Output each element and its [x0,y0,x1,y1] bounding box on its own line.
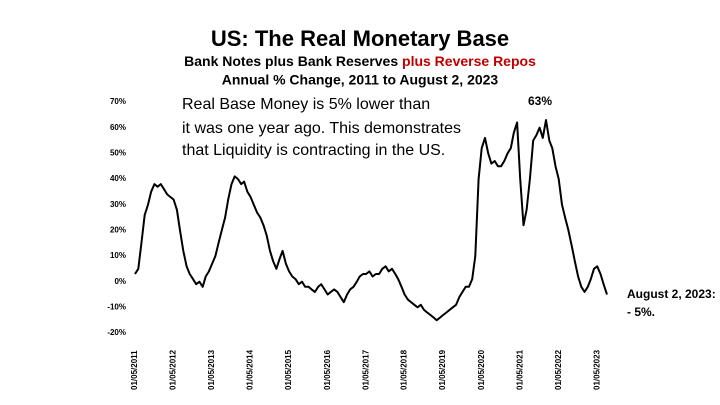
y-tick-label: 30% [110,200,126,209]
peak-label: 63% [528,94,552,108]
x-tick-label: 01/05/2023 [592,349,601,390]
y-tick-label: 60% [110,123,126,132]
x-tick-label: 01/05/2018 [400,349,409,390]
y-tick-label: -20% [107,328,126,337]
annotation: that Liquidity is contracting in the US. [182,142,445,159]
x-tick-label: 01/05/2020 [477,349,486,390]
x-tick-label: 01/05/2015 [284,349,293,390]
data-line [134,119,608,322]
y-tick-label: 40% [110,174,126,183]
x-tick-label: 01/05/2017 [361,349,370,390]
y-tick-label: 10% [110,251,126,260]
y-tick-label: 20% [110,225,126,234]
x-tick-label: 01/05/2021 [515,349,524,390]
subtitle-highlight: plus Reverse Repos [402,53,536,69]
end-label: - 5%. [627,305,655,319]
y-tick-label: 0% [114,277,126,286]
end-label: August 2, 2023: [627,287,716,301]
x-tick-label: 01/05/2013 [207,349,216,390]
x-tick-label: 01/05/2014 [246,349,255,390]
x-tick-label: 01/05/2022 [554,349,563,390]
x-tick-label: 01/05/2012 [169,349,178,390]
chart-title: US: The Real Monetary Base [211,26,509,51]
annotation: Real Base Money is 5% lower than [182,96,430,113]
x-tick-label: 01/05/2019 [438,349,447,390]
x-tick-label: 01/05/2016 [323,349,332,390]
chart-subtitle: Bank Notes plus Bank Reserves plus Rever… [184,53,536,69]
chart-subtitle-2: Annual % Change, 2011 to August 2, 2023 [222,72,499,88]
subtitle-text: Bank Notes plus Bank Reserves [184,53,402,69]
y-tick-label: 70% [110,97,126,106]
x-tick-label: 01/05/2011 [130,350,139,390]
y-tick-label: -10% [107,302,126,311]
annotation: it was one year ago. This demonstrates [182,120,461,137]
y-tick-label: 50% [110,148,126,157]
